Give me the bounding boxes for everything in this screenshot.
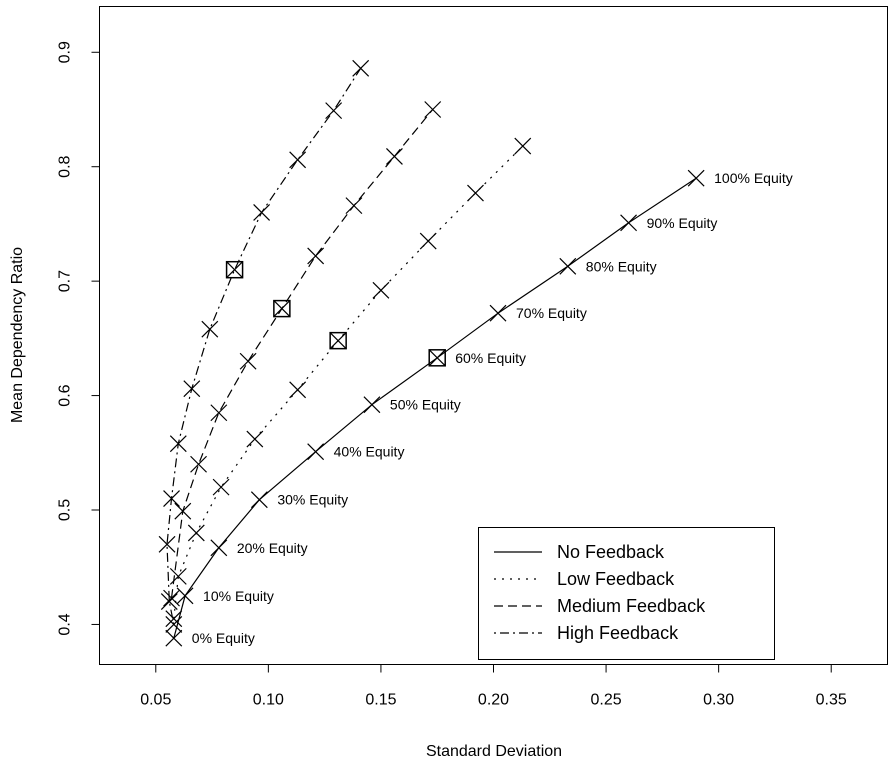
point-3-8	[253, 204, 271, 221]
equity-label-0: 0% Equity	[192, 630, 255, 646]
series-layer	[158, 59, 705, 647]
point-2-4	[239, 352, 257, 370]
point-1-3	[212, 478, 230, 496]
point-2-8	[386, 147, 403, 165]
point-3-0	[165, 616, 183, 633]
x-tick-label-0: 0.05	[140, 692, 171, 709]
point-0-7	[489, 304, 507, 322]
x-tick-label-5: 0.30	[703, 692, 734, 709]
point-0-4	[307, 443, 325, 461]
equity-label-7: 70% Equity	[516, 305, 587, 321]
highlight-box-1	[329, 331, 347, 350]
point-2-1	[174, 502, 192, 520]
point-3-1	[160, 593, 178, 610]
point-0-2	[210, 539, 228, 557]
point-0-8	[559, 257, 577, 275]
point-0-10	[687, 169, 705, 187]
point-3-5	[183, 380, 201, 398]
legend-label-1: Low Feedback	[557, 569, 675, 589]
y-tick-label-0: 0.4	[57, 613, 74, 635]
series-line-3	[166, 67, 362, 625]
x-tick-label-3: 0.20	[478, 692, 509, 709]
series-3	[158, 59, 370, 633]
x-tick-label-1: 0.10	[253, 692, 284, 709]
series-1	[165, 137, 532, 628]
point-0-6	[428, 349, 446, 367]
point-1-8	[419, 232, 437, 250]
point-2-9	[424, 101, 442, 118]
equity-label-8: 80% Equity	[586, 258, 657, 274]
point-3-7	[225, 260, 244, 279]
point-1-0	[165, 610, 183, 628]
legend-box	[478, 527, 775, 660]
y-axis-label: Mean Dependency Ratio	[9, 247, 26, 423]
series-line-2	[170, 109, 434, 599]
point-2-0	[163, 589, 180, 607]
point-1-7	[372, 281, 390, 299]
point-1-4	[246, 430, 264, 448]
point-2-2	[190, 455, 207, 473]
series-0	[165, 169, 705, 647]
point-1-6	[329, 331, 347, 350]
series-line-1	[173, 145, 524, 619]
point-2-6	[307, 247, 325, 265]
point-3-11	[352, 59, 370, 77]
x-tick-label-6: 0.35	[816, 692, 847, 709]
y-tick-label-4: 0.8	[57, 155, 74, 177]
equity-label-9: 90% Equity	[647, 215, 718, 231]
point-0-0	[165, 629, 183, 647]
series-2	[163, 101, 442, 607]
point-3-2	[158, 535, 176, 553]
legend-label-3: High Feedback	[557, 623, 679, 643]
highlight-box-3	[225, 260, 244, 279]
equity-label-2: 20% Equity	[237, 540, 308, 556]
point-3-4	[169, 435, 187, 453]
equity-label-4: 40% Equity	[334, 444, 405, 460]
equity-label-6: 60% Equity	[455, 350, 526, 366]
point-3-6	[201, 320, 219, 338]
x-tick-label-4: 0.25	[591, 692, 622, 709]
annotation-layer: 0% Equity 10% Equity 20% Equity 30% Equity 4…	[192, 170, 793, 646]
point-2-7	[345, 197, 363, 215]
point-2-5	[273, 299, 291, 318]
highlight-box-2	[273, 299, 291, 318]
point-3-3	[163, 490, 180, 507]
legend: No Feedback Low Feedback Medium Feedback Hi…	[478, 527, 775, 660]
equity-label-10: 100% Equity	[714, 170, 793, 186]
y-tick-label-2: 0.6	[57, 384, 74, 406]
x-axis: 0.05 0.10 0.15 0.20 0.25 0.30 0.35	[140, 664, 847, 709]
y-tick-label-1: 0.5	[57, 499, 74, 521]
point-1-10	[514, 137, 532, 155]
highlight-box-0	[428, 349, 446, 367]
equity-label-1: 10% Equity	[203, 588, 274, 604]
y-axis: 0.4 0.5 0.6 0.7 0.8 0.9	[57, 41, 100, 636]
equity-label-3: 30% Equity	[277, 492, 348, 508]
plot-frame	[99, 6, 888, 665]
legend-label-2: Medium Feedback	[557, 596, 706, 616]
point-3-9	[289, 151, 307, 169]
point-1-2	[187, 524, 205, 542]
y-tick-label-5: 0.9	[57, 41, 74, 63]
point-1-5	[289, 381, 307, 399]
point-0-3	[250, 491, 268, 509]
point-0-5	[363, 396, 381, 414]
x-tick-label-2: 0.15	[365, 692, 396, 709]
equity-label-5: 50% Equity	[390, 397, 461, 413]
point-1-9	[467, 184, 484, 202]
point-0-9	[620, 214, 638, 232]
point-2-3	[210, 404, 228, 422]
point-3-10	[325, 102, 343, 120]
x-axis-label: Standard Deviation	[426, 743, 562, 760]
legend-label-0: No Feedback	[557, 542, 665, 562]
point-1-1	[169, 567, 187, 585]
y-tick-label-3: 0.7	[57, 270, 74, 292]
